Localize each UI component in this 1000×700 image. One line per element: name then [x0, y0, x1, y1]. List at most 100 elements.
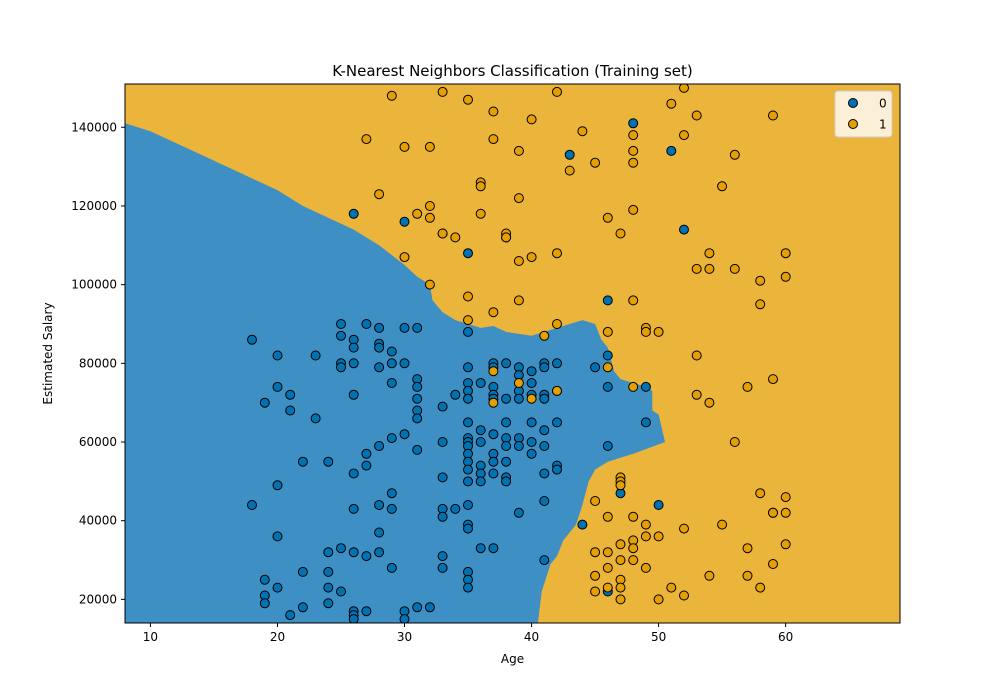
scatter-point-class-0 [463, 523, 473, 534]
scatter-point-class-1 [780, 248, 791, 259]
legend: 0 1 [834, 90, 893, 138]
scatter-point-class-1 [602, 582, 613, 593]
scatter-point-class-1 [729, 149, 740, 160]
scatter-point-class-1 [602, 511, 613, 522]
legend-label-class-1: 1 [879, 118, 887, 132]
scatter-point-class-0 [399, 322, 410, 333]
x-axis: 10 20 30 40 50 60 [143, 623, 793, 644]
y-tick-label: 100000 [71, 278, 117, 292]
scatter-point-class-1 [691, 389, 702, 400]
scatter-point-class-1 [513, 193, 524, 204]
scatter-point-class-0 [259, 397, 270, 408]
scatter-point-class-0 [679, 224, 689, 235]
scatter-point-class-1 [539, 330, 550, 341]
scatter-point-class-1 [768, 507, 778, 518]
scatter-point-class-0 [272, 350, 283, 361]
scatter-point-class-0 [526, 378, 537, 388]
plot-area [125, 84, 900, 623]
scatter-point-class-1 [463, 315, 473, 326]
scatter-point-class-0 [539, 468, 550, 479]
x-tick-label: 60 [778, 630, 793, 644]
scatter-point-class-1 [768, 559, 778, 569]
scatter-point-class-0 [399, 614, 410, 623]
scatter-point-class-0 [399, 216, 410, 227]
scatter-point-class-0 [361, 448, 372, 459]
scatter-point-class-0 [259, 598, 270, 609]
scatter-point-class-0 [501, 476, 512, 487]
scatter-point-class-1 [463, 94, 473, 105]
scatter-point-class-0 [475, 476, 486, 487]
scatter-point-class-0 [463, 362, 473, 373]
scatter-point-class-0 [437, 562, 448, 573]
scatter-point-class-1 [628, 204, 639, 215]
scatter-point-class-1 [552, 248, 562, 259]
scatter-point-class-1 [768, 374, 778, 385]
scatter-point-class-0 [488, 543, 499, 554]
scatter-point-class-1 [628, 295, 639, 306]
legend-marker-class-0 [848, 98, 858, 108]
scatter-point-class-1 [666, 98, 677, 109]
y-tick-label: 80000 [79, 356, 117, 370]
scatter-point-class-1 [704, 248, 715, 259]
scatter-point-class-1 [742, 543, 753, 554]
scatter-point-class-1 [615, 594, 626, 605]
scatter-point-class-0 [475, 437, 486, 447]
scatter-point-class-0 [374, 500, 385, 510]
scatter-point-class-0 [412, 381, 423, 392]
scatter-point-class-1 [590, 157, 601, 168]
scatter-point-class-1 [590, 570, 601, 581]
scatter-point-class-1 [424, 141, 435, 152]
scatter-point-class-0 [463, 393, 473, 404]
scatter-point-class-1 [513, 295, 524, 306]
scatter-point-class-1 [717, 181, 728, 192]
scatter-point-class-0 [386, 433, 397, 444]
scatter-point-class-0 [336, 362, 346, 373]
scatter-point-class-1 [691, 350, 702, 361]
scatter-point-class-1 [437, 86, 448, 97]
scatter-point-class-1 [564, 165, 575, 176]
scatter-point-class-0 [374, 362, 385, 373]
scatter-point-class-1 [628, 511, 639, 522]
legend-marker-class-1 [848, 119, 858, 129]
scatter-point-class-1 [755, 299, 766, 310]
scatter-point-class-0 [488, 429, 499, 440]
scatter-point-class-0 [386, 358, 397, 369]
scatter-point-class-1 [691, 263, 702, 274]
scatter-point-class-0 [539, 393, 550, 404]
scatter-point-class-0 [374, 322, 385, 333]
scatter-point-class-0 [475, 378, 486, 388]
scatter-point-class-0 [475, 425, 486, 436]
scatter-point-class-1 [653, 531, 664, 542]
scatter-point-class-0 [310, 413, 321, 424]
scatter-point-class-0 [463, 500, 473, 510]
decision-region-class-0 [125, 123, 665, 623]
scatter-point-class-1 [552, 86, 562, 97]
scatter-point-class-0 [412, 393, 423, 404]
scatter-point-class-1 [450, 232, 461, 243]
scatter-point-class-0 [463, 476, 473, 487]
scatter-point-class-0 [437, 551, 448, 562]
scatter-point-class-1 [590, 547, 601, 558]
scatter-point-class-1 [742, 570, 753, 581]
scatter-point-class-1 [475, 208, 486, 219]
scatter-point-class-0 [386, 346, 397, 357]
scatter-point-class-0 [666, 145, 677, 156]
scatter-point-class-1 [526, 252, 537, 263]
scatter-point-class-1 [640, 326, 651, 337]
scatter-point-class-1 [717, 519, 728, 530]
scatter-point-class-0 [272, 480, 283, 491]
scatter-point-class-1 [628, 543, 639, 554]
scatter-point-class-0 [310, 350, 321, 361]
scatter-point-class-1 [513, 145, 524, 156]
scatter-point-class-1 [513, 378, 524, 388]
scatter-point-class-0 [526, 448, 537, 459]
scatter-point-class-0 [577, 519, 588, 530]
scatter-point-class-1 [755, 582, 766, 593]
scatter-point-class-1 [742, 381, 753, 392]
scatter-point-class-0 [602, 350, 613, 361]
scatter-point-class-1 [412, 208, 423, 219]
scatter-point-class-0 [412, 602, 423, 613]
scatter-point-class-1 [679, 523, 689, 534]
scatter-point-class-0 [374, 527, 385, 538]
